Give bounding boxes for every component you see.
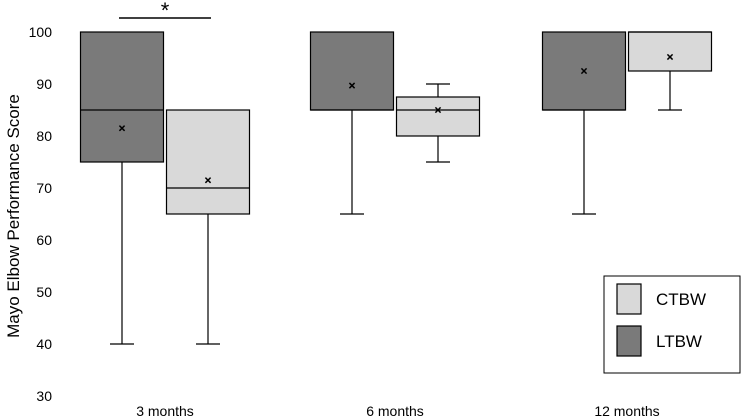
box-iqr xyxy=(395,96,481,137)
box-ltbw-2 xyxy=(541,31,627,215)
legend-label-ltbw: LTBW xyxy=(656,332,702,351)
box-ctbw-2 xyxy=(627,31,713,111)
mean-marker xyxy=(118,125,126,132)
x-tick-label: 3 months xyxy=(136,403,194,419)
mean-marker xyxy=(204,177,212,184)
box-ltbw-0 xyxy=(79,31,165,345)
significance-star: * xyxy=(161,0,170,23)
box-iqr xyxy=(79,31,165,163)
legend: CTBW LTBW xyxy=(603,275,741,374)
legend-swatch-ltbw xyxy=(616,325,642,357)
y-tick-label: 70 xyxy=(36,180,52,196)
y-tick-label: 100 xyxy=(29,24,53,40)
x-axis-ticks: 3 months 6 months 12 months xyxy=(136,403,659,419)
y-tick-label: 30 xyxy=(36,388,52,404)
y-tick-label: 50 xyxy=(36,284,52,300)
box-ltbw-1 xyxy=(309,31,395,215)
box-ctbw-0 xyxy=(165,109,251,345)
mean-marker xyxy=(666,53,674,61)
mean-marker xyxy=(580,67,588,75)
x-tick-label: 12 months xyxy=(594,403,659,419)
mean-marker xyxy=(348,82,356,89)
y-tick-label: 40 xyxy=(36,336,52,352)
significance-annotation: * xyxy=(119,0,211,23)
y-tick-label: 80 xyxy=(36,128,52,144)
series-ctbw xyxy=(165,31,713,345)
box-iqr xyxy=(627,31,713,72)
box-series xyxy=(79,31,713,345)
legend-label-ctbw: CTBW xyxy=(656,290,706,309)
y-tick-label: 90 xyxy=(36,76,52,92)
box-iqr xyxy=(165,109,251,215)
series-ltbw xyxy=(79,31,627,345)
box-iqr xyxy=(309,31,395,111)
box-iqr xyxy=(541,31,627,111)
legend-swatch-ctbw xyxy=(616,283,642,315)
x-tick-label: 6 months xyxy=(366,403,424,419)
mean-marker xyxy=(434,106,442,114)
box-ctbw-1 xyxy=(395,83,481,163)
y-axis-ticks: 30 40 50 60 70 80 90 100 xyxy=(29,24,53,404)
y-tick-label: 60 xyxy=(36,232,52,248)
y-axis-title: Mayo Elbow Performance Score xyxy=(4,94,23,338)
